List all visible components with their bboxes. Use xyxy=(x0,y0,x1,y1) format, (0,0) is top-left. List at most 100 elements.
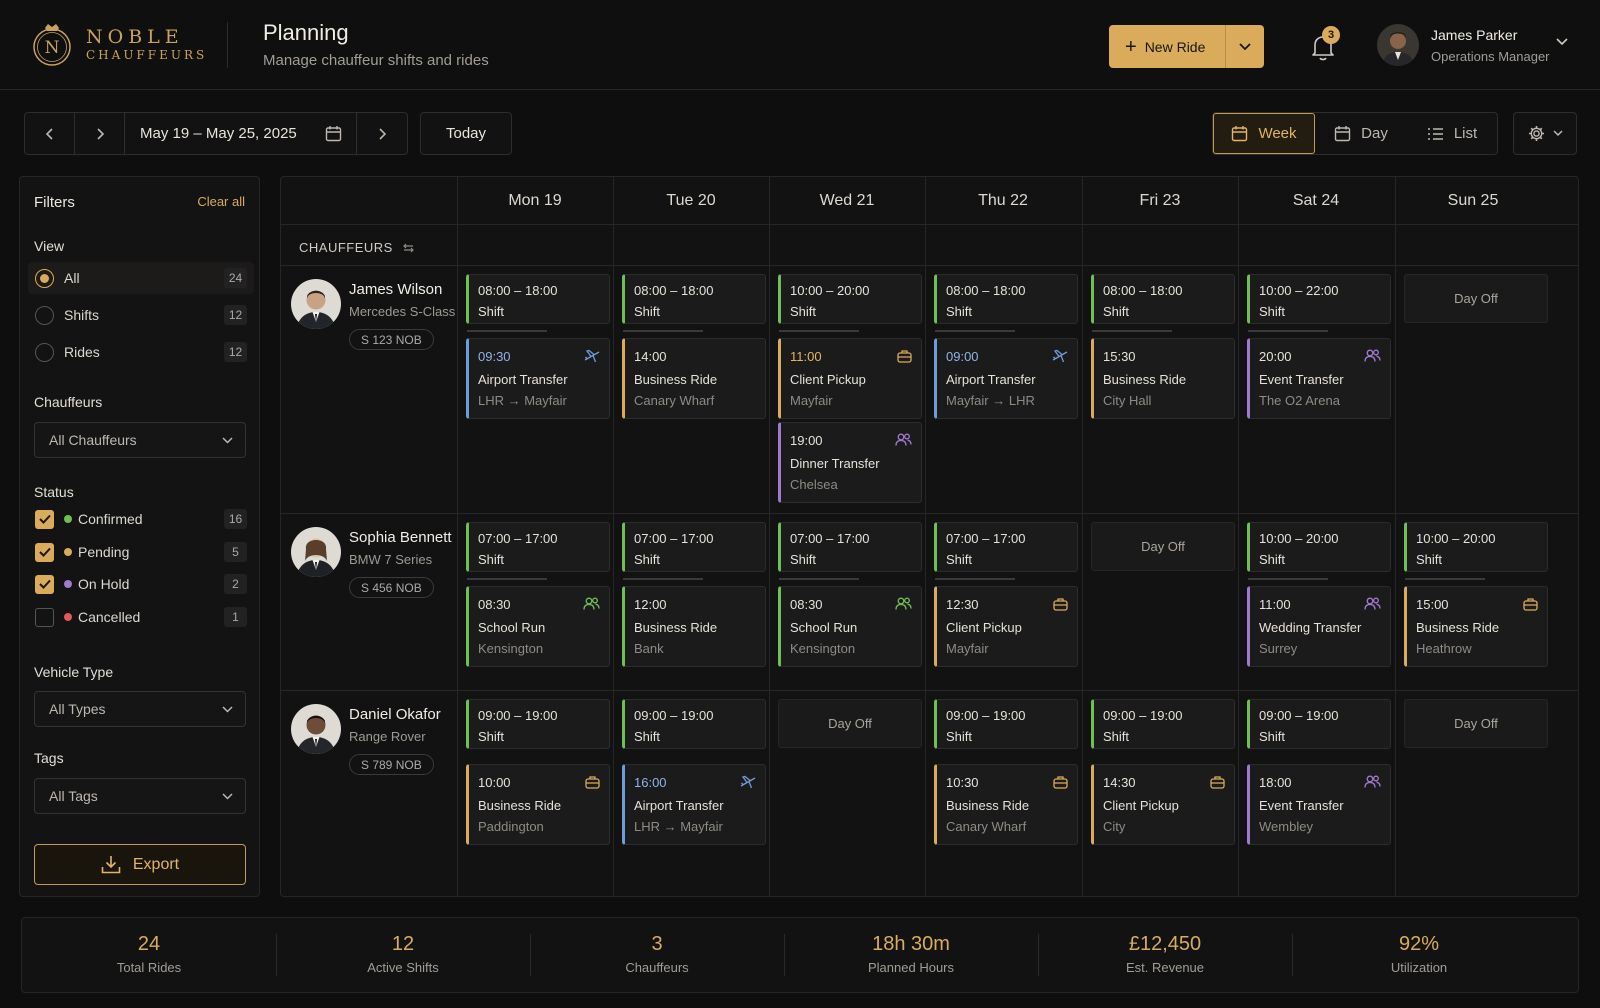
chevron-right-icon xyxy=(96,127,104,140)
status-filter-pending[interactable]: Pending 5 xyxy=(35,539,247,565)
view-list-button[interactable]: List xyxy=(1407,113,1497,154)
shift-card[interactable]: 09:00 – 19:00 Shift xyxy=(466,699,610,749)
shift-card[interactable]: 08:00 – 18:00 Shift xyxy=(622,274,766,324)
day-header[interactable]: Sun 25 xyxy=(1447,192,1499,209)
driver-avatar[interactable] xyxy=(291,279,341,329)
shift-card[interactable]: 10:00 – 22:00 Shift xyxy=(1247,274,1391,324)
ride-card[interactable]: 11:00 Client Pickup Mayfair xyxy=(778,338,922,419)
new-ride-button[interactable]: + New Ride xyxy=(1109,25,1225,68)
shift-card[interactable]: 10:00 – 20:00 Shift xyxy=(1247,522,1391,572)
view-day-button[interactable]: Day xyxy=(1315,113,1407,154)
export-button[interactable]: Export xyxy=(34,844,246,885)
shift-card[interactable]: 08:00 – 18:00 Shift xyxy=(934,274,1078,324)
shift-card[interactable]: 09:00 – 19:00 Shift xyxy=(1091,699,1235,749)
date-range-picker[interactable]: May 19 – May 25, 2025 xyxy=(125,113,357,154)
stat-divider xyxy=(530,934,531,976)
ride-card[interactable]: 09:00 Airport Transfer Mayfair → LHR xyxy=(934,338,1078,419)
ride-card[interactable]: 14:00 Business Ride Canary Wharf xyxy=(622,338,766,419)
tags-select[interactable]: All Tags xyxy=(34,778,246,814)
radio-button[interactable] xyxy=(35,342,54,362)
day-header[interactable]: Tue 20 xyxy=(666,192,716,209)
shift-card[interactable]: 10:00 – 20:00 Shift xyxy=(778,274,922,324)
next-week-button[interactable] xyxy=(75,113,125,154)
plane-icon xyxy=(1052,349,1068,368)
status-label: On Hold xyxy=(78,576,130,592)
ride-card[interactable]: 12:30 Client Pickup Mayfair xyxy=(934,586,1078,667)
checkbox[interactable] xyxy=(35,574,54,594)
day-header[interactable]: Wed 21 xyxy=(819,192,875,209)
view-week-button[interactable]: Week xyxy=(1213,113,1315,154)
view-day-label: Day xyxy=(1361,125,1388,142)
status-filter-confirmed[interactable]: Confirmed 16 xyxy=(35,506,247,532)
shift-card[interactable]: 07:00 – 17:00 Shift xyxy=(778,522,922,572)
chevron-down-icon[interactable] xyxy=(1556,38,1568,46)
ride-card[interactable]: 18:00 Event Transfer Wembley xyxy=(1247,764,1391,845)
row-divider xyxy=(281,690,1578,691)
shift-card[interactable]: 07:00 – 17:00 Shift xyxy=(466,522,610,572)
shift-card[interactable]: 09:00 – 19:00 Shift xyxy=(934,699,1078,749)
settings-button[interactable] xyxy=(1513,112,1577,155)
shift-card[interactable]: 08:00 – 18:00 Shift xyxy=(1091,274,1235,324)
shift-card[interactable]: 08:00 – 18:00 Shift xyxy=(466,274,610,324)
driver-avatar[interactable] xyxy=(291,704,341,754)
ride-card[interactable]: 20:00 Event Transfer The O2 Arena xyxy=(1247,338,1391,419)
ride-card[interactable]: 19:00 Dinner Transfer Chelsea xyxy=(778,422,922,503)
previous-week-button[interactable] xyxy=(25,113,75,154)
ride-card[interactable]: 08:30 School Run Kensington xyxy=(466,586,610,667)
day-header[interactable]: Mon 19 xyxy=(508,192,562,209)
status-filter-cancelled[interactable]: Cancelled 1 xyxy=(35,604,247,630)
view-option-rides[interactable]: Rides 12 xyxy=(28,336,254,368)
status-filter-on-hold[interactable]: On Hold 2 xyxy=(35,571,247,597)
new-ride-dropdown-toggle[interactable] xyxy=(1226,42,1264,51)
driver-name[interactable]: James Wilson xyxy=(349,281,443,298)
ride-time: 19:00 xyxy=(790,433,823,448)
ride-card[interactable]: 09:30 Airport Transfer LHR → Mayfair xyxy=(466,338,610,419)
ride-card[interactable]: 16:00 Airport Transfer LHR → Mayfair xyxy=(622,764,766,845)
today-button[interactable]: Today xyxy=(420,112,512,155)
day-header[interactable]: Thu 22 xyxy=(978,192,1028,209)
shift-time: 08:00 – 18:00 xyxy=(634,283,714,298)
shift-card[interactable]: 07:00 – 17:00 Shift xyxy=(622,522,766,572)
chauffeurs-select[interactable]: All Chauffeurs xyxy=(34,422,246,458)
stat-item: 24 Total Rides xyxy=(22,918,276,992)
clear-all-link[interactable]: Clear all xyxy=(197,194,245,209)
ride-card[interactable]: 15:00 Business Ride Heathrow xyxy=(1404,586,1548,667)
shift-card[interactable]: 09:00 – 19:00 Shift xyxy=(1247,699,1391,749)
ride-card[interactable]: 10:00 Business Ride Paddington xyxy=(466,764,610,845)
driver-name[interactable]: Sophia Bennett xyxy=(349,529,452,546)
vehicle-type-select-value: All Types xyxy=(49,701,106,717)
new-ride-button-group: + New Ride xyxy=(1109,25,1264,68)
chauffeurs-column-header[interactable]: CHAUFFEURS xyxy=(299,240,414,255)
ride-card[interactable]: 12:00 Business Ride Bank xyxy=(622,586,766,667)
view-option-all[interactable]: All 24 xyxy=(28,262,254,294)
ride-card[interactable]: 10:30 Business Ride Canary Wharf xyxy=(934,764,1078,845)
view-option-shifts[interactable]: Shifts 12 xyxy=(28,299,254,331)
radio-button[interactable] xyxy=(35,268,54,288)
ride-card[interactable]: 14:30 Client Pickup City xyxy=(1091,764,1235,845)
brand-name: NOBLE xyxy=(86,26,184,48)
driver-name[interactable]: Daniel Okafor xyxy=(349,706,441,723)
radio-button[interactable] xyxy=(35,305,54,325)
ride-card[interactable]: 15:30 Business Ride City Hall xyxy=(1091,338,1235,419)
ride-card[interactable]: 08:30 School Run Kensington xyxy=(778,586,922,667)
ride-location: Mayfair xyxy=(790,393,833,408)
next-range-button[interactable] xyxy=(357,113,407,154)
brand-logo[interactable]: N NOBLE CHAUFFEURS xyxy=(28,20,207,68)
shift-card[interactable]: 10:00 – 20:00 Shift xyxy=(1404,522,1548,572)
ride-title: Wedding Transfer xyxy=(1259,620,1362,635)
shift-card[interactable]: 09:00 – 19:00 Shift xyxy=(622,699,766,749)
user-avatar[interactable] xyxy=(1377,24,1419,66)
ride-title: Client Pickup xyxy=(946,620,1022,635)
week-schedule-grid: CHAUFFEURS Mon 19 Tue 20 Wed 21 Thu 22 Fri 2… xyxy=(280,176,1579,897)
shift-card[interactable]: 07:00 – 17:00 Shift xyxy=(934,522,1078,572)
vehicle-type-select[interactable]: All Types xyxy=(34,691,246,727)
ride-card[interactable]: 11:00 Wedding Transfer Surrey xyxy=(1247,586,1391,667)
ride-title: Event Transfer xyxy=(1259,798,1344,813)
driver-avatar[interactable] xyxy=(291,527,341,577)
day-header[interactable]: Fri 23 xyxy=(1139,192,1181,209)
checkbox[interactable] xyxy=(35,607,54,627)
shift-progress-line xyxy=(623,330,703,332)
checkbox[interactable] xyxy=(35,509,54,529)
day-header[interactable]: Sat 24 xyxy=(1292,192,1340,209)
checkbox[interactable] xyxy=(35,542,54,562)
